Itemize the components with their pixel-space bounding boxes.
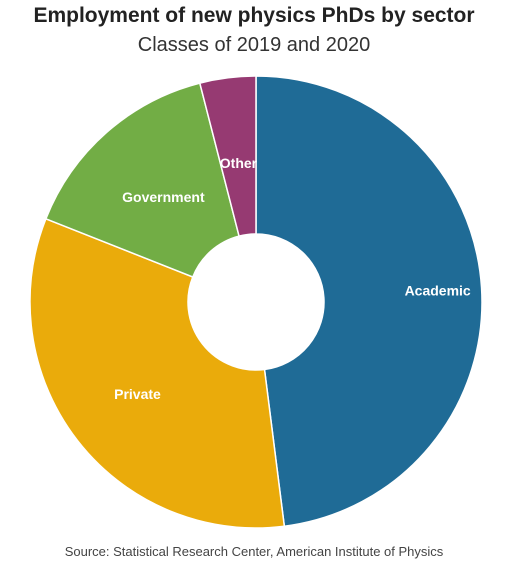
slice-academic — [255, 75, 483, 528]
slice-label-other: Other — [220, 155, 258, 171]
slice-label-government: Government — [122, 189, 205, 205]
slice-other — [198, 75, 257, 238]
slice-label-private: Private — [114, 386, 161, 402]
slices-group — [29, 75, 483, 529]
slice-private — [29, 217, 286, 529]
labels-group: Academic Private Government Other — [114, 155, 471, 402]
slice-government — [44, 82, 241, 278]
chart-subtitle: Classes of 2019 and 2020 — [137, 34, 371, 56]
slice-label-academic: Academic — [405, 283, 471, 299]
source-note: Source: Statistical Research Center, Ame… — [64, 544, 444, 559]
chart-title: Employment of new physics PhDs by sector — [33, 4, 475, 27]
